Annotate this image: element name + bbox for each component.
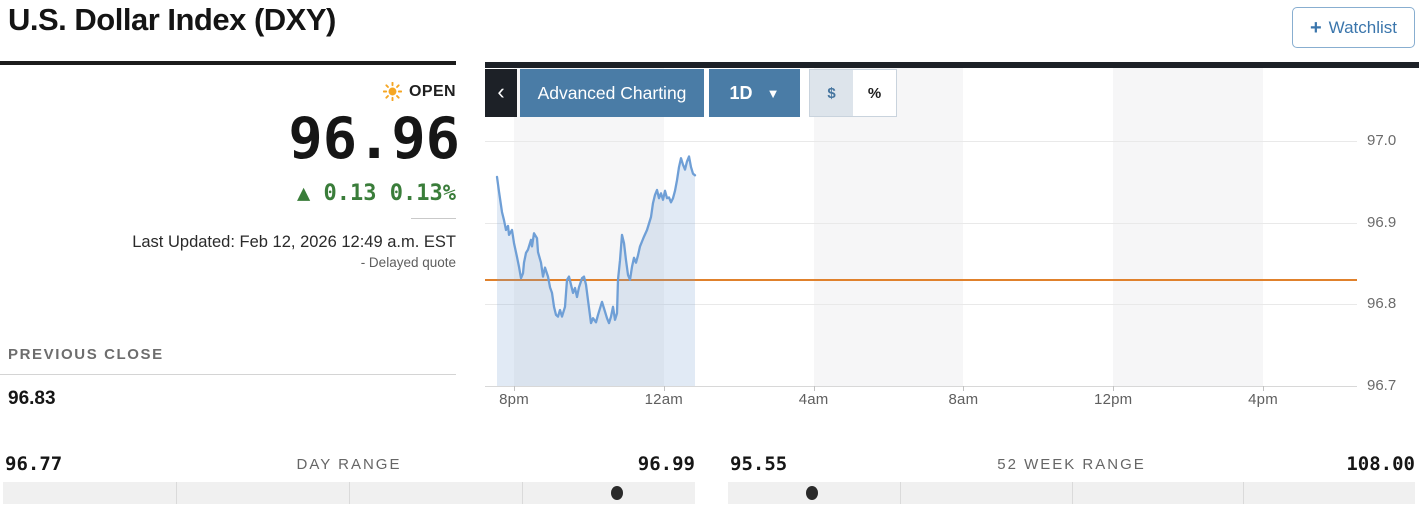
x-axis-label: 8pm: [499, 391, 529, 408]
x-axis-label: 12am: [644, 391, 683, 408]
52-week-indicator-dot: [805, 486, 818, 500]
add-watchlist-button[interactable]: + Watchlist: [1291, 7, 1415, 48]
52-week-range-label: 52 WEEK RANGE: [997, 456, 1146, 473]
y-axis-label: 97.0: [1367, 132, 1397, 150]
y-axis-label: 96.8: [1367, 295, 1397, 313]
52-week-high: 108.00: [1346, 453, 1415, 475]
52-week-range-section: 95.55 52 WEEK RANGE 108.00: [728, 453, 1415, 504]
market-status-label: OPEN: [409, 82, 456, 100]
x-axis-label: 4am: [798, 391, 829, 408]
52-week-range-bar: [728, 482, 1415, 504]
day-range-low: 96.77: [5, 453, 63, 475]
time-band: [813, 68, 964, 386]
unit-toggle: $ %: [809, 69, 897, 117]
x-axis-tick: [1263, 386, 1264, 391]
chart-toolbar: ‹ Advanced Charting 1D ▼ $ %: [485, 69, 897, 117]
gridline: [485, 141, 1357, 142]
intraday-chart: 97.0 96.9 96.8 96.7 8pm 12am 4am 8am 12pm 4pm ‹ A…: [485, 60, 1419, 415]
gridline: [485, 304, 1357, 306]
change-percent: 0.13%: [389, 181, 456, 206]
price-line-chart: [495, 155, 697, 386]
previous-close-value: 96.83: [8, 388, 56, 409]
delayed-quote-note: - Delayed quote: [360, 255, 456, 270]
last-updated: Last Updated: Feb 12, 2026 12:49 a.m. ES…: [132, 233, 456, 251]
mini-divider: [411, 218, 456, 219]
day-range-bar: [3, 482, 695, 504]
page-title: U.S. Dollar Index (DXY): [8, 2, 336, 37]
chevron-left-icon: ‹: [497, 78, 505, 104]
x-axis-label: 12pm: [1094, 391, 1133, 408]
dollar-toggle-button[interactable]: $: [810, 70, 853, 116]
day-range-section: 96.77 DAY RANGE 96.99: [3, 453, 695, 504]
plus-icon: +: [1309, 16, 1322, 39]
x-axis-line: [485, 386, 1357, 387]
advanced-charting-button[interactable]: Advanced Charting: [520, 69, 704, 117]
title-divider: [0, 61, 456, 65]
chevron-down-icon: ▼: [766, 85, 780, 101]
previous-close-divider: [0, 374, 456, 375]
day-range-indicator-dot: [611, 486, 624, 500]
price-area-fill: [497, 156, 695, 386]
chart-top-border: [485, 62, 1419, 68]
x-axis-label: 8am: [948, 391, 979, 408]
x-axis-tick: [663, 386, 665, 391]
market-status: OPEN: [383, 82, 456, 101]
52-week-low: 95.55: [730, 453, 788, 475]
previous-close-label: PREVIOUS CLOSE: [8, 346, 164, 363]
time-band: [1113, 68, 1263, 386]
y-axis-label: 96.7: [1367, 377, 1397, 395]
x-axis-tick: [963, 386, 965, 391]
range-selected-value: 1D: [729, 82, 753, 103]
price-change: ▲ 0.13 0.13%: [297, 181, 456, 206]
time-band: [514, 68, 664, 386]
day-range-high: 96.99: [637, 453, 695, 475]
change-value: 0.13: [323, 181, 377, 206]
x-axis-label: 4pm: [1248, 391, 1278, 408]
quote-panel: OPEN 96.96 ▲ 0.13 0.13% Last Updated: Fe…: [0, 0, 460, 440]
up-arrow-icon: ▲: [297, 181, 311, 206]
price-line: [495, 155, 697, 325]
watchlist-label: Watchlist: [1328, 17, 1397, 37]
y-axis-label: 96.9: [1367, 213, 1397, 231]
back-button[interactable]: ‹: [485, 69, 517, 117]
previous-close-line: [485, 278, 1357, 281]
percent-toggle-button[interactable]: %: [853, 70, 896, 116]
x-axis-tick: [514, 386, 515, 391]
x-axis-tick: [1113, 386, 1115, 391]
current-price: 96.96: [288, 106, 460, 172]
gridline: [485, 222, 1357, 224]
time-range-dropdown[interactable]: 1D ▼: [709, 69, 800, 117]
x-axis-tick: [813, 386, 815, 391]
sun-icon: [383, 82, 403, 101]
day-range-label: DAY RANGE: [296, 456, 402, 473]
